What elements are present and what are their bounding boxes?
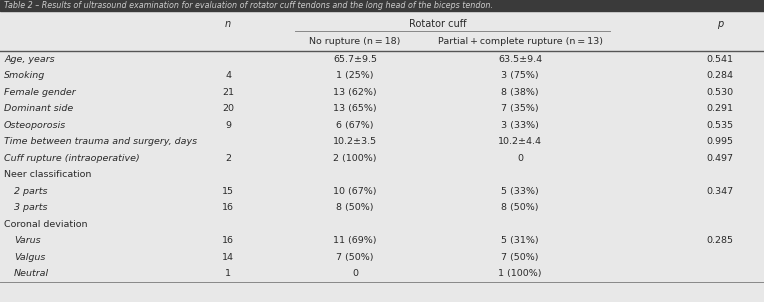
- Text: Dominant side: Dominant side: [4, 104, 73, 113]
- Text: Varus: Varus: [14, 236, 40, 245]
- Text: 5 (33%): 5 (33%): [501, 187, 539, 196]
- Text: 15: 15: [222, 187, 234, 196]
- Text: 7 (35%): 7 (35%): [501, 104, 539, 113]
- Text: 0.541: 0.541: [707, 55, 733, 64]
- Text: No rupture (n = 18): No rupture (n = 18): [309, 37, 400, 47]
- Text: 0.347: 0.347: [707, 187, 733, 196]
- Text: 3 (75%): 3 (75%): [501, 71, 539, 80]
- Text: 11 (69%): 11 (69%): [333, 236, 377, 245]
- Text: Time between trauma and surgery, days: Time between trauma and surgery, days: [4, 137, 197, 146]
- Text: 9: 9: [225, 121, 231, 130]
- Text: 0.285: 0.285: [707, 236, 733, 245]
- Text: 7 (50%): 7 (50%): [336, 253, 374, 262]
- Text: 2: 2: [225, 154, 231, 163]
- Text: 3 (33%): 3 (33%): [501, 121, 539, 130]
- Text: p: p: [717, 19, 723, 29]
- Text: 7 (50%): 7 (50%): [501, 253, 539, 262]
- Text: Neer classification: Neer classification: [4, 170, 92, 179]
- Text: n: n: [225, 19, 231, 29]
- Text: 8 (50%): 8 (50%): [501, 203, 539, 212]
- Text: 10 (67%): 10 (67%): [333, 187, 377, 196]
- Text: 0.995: 0.995: [707, 137, 733, 146]
- Text: 8 (50%): 8 (50%): [336, 203, 374, 212]
- Text: Smoking: Smoking: [4, 71, 45, 80]
- Text: 16: 16: [222, 236, 234, 245]
- Text: 2 parts: 2 parts: [14, 187, 47, 196]
- Text: 0: 0: [352, 269, 358, 278]
- Text: 16: 16: [222, 203, 234, 212]
- Text: Neutral: Neutral: [14, 269, 49, 278]
- Text: Partial + complete rupture (n = 13): Partial + complete rupture (n = 13): [438, 37, 603, 47]
- Text: Rotator cuff: Rotator cuff: [409, 19, 466, 29]
- Text: 10.2±3.5: 10.2±3.5: [333, 137, 377, 146]
- Text: Cuff rupture (intraoperative): Cuff rupture (intraoperative): [4, 154, 140, 163]
- Text: 20: 20: [222, 104, 234, 113]
- Text: 3 parts: 3 parts: [14, 203, 47, 212]
- Text: 13 (65%): 13 (65%): [333, 104, 377, 113]
- Text: Coronal deviation: Coronal deviation: [4, 220, 88, 229]
- Text: 0.535: 0.535: [707, 121, 733, 130]
- Text: Osteoporosis: Osteoporosis: [4, 121, 66, 130]
- Text: 0: 0: [517, 154, 523, 163]
- Text: Female gender: Female gender: [4, 88, 76, 97]
- Text: 65.7±9.5: 65.7±9.5: [333, 55, 377, 64]
- Text: 10.2±4.4: 10.2±4.4: [498, 137, 542, 146]
- Text: 2 (100%): 2 (100%): [333, 154, 377, 163]
- Text: 1 (100%): 1 (100%): [498, 269, 542, 278]
- Text: 0.497: 0.497: [707, 154, 733, 163]
- Text: 5 (31%): 5 (31%): [501, 236, 539, 245]
- Text: 6 (67%): 6 (67%): [336, 121, 374, 130]
- Text: 21: 21: [222, 88, 234, 97]
- Text: 1: 1: [225, 269, 231, 278]
- Text: 0.530: 0.530: [707, 88, 733, 97]
- Text: 4: 4: [225, 71, 231, 80]
- Text: Valgus: Valgus: [14, 253, 45, 262]
- Text: 14: 14: [222, 253, 234, 262]
- Text: 0.291: 0.291: [707, 104, 733, 113]
- Text: 13 (62%): 13 (62%): [333, 88, 377, 97]
- Text: Age, years: Age, years: [4, 55, 54, 64]
- Text: 63.5±9.4: 63.5±9.4: [498, 55, 542, 64]
- Text: 8 (38%): 8 (38%): [501, 88, 539, 97]
- Text: 1 (25%): 1 (25%): [336, 71, 374, 80]
- Text: Table 2 – Results of ultrasound examination for evaluation of rotator cuff tendo: Table 2 – Results of ultrasound examinat…: [4, 1, 493, 10]
- Bar: [0, 0, 764, 11]
- Text: 0.284: 0.284: [707, 71, 733, 80]
